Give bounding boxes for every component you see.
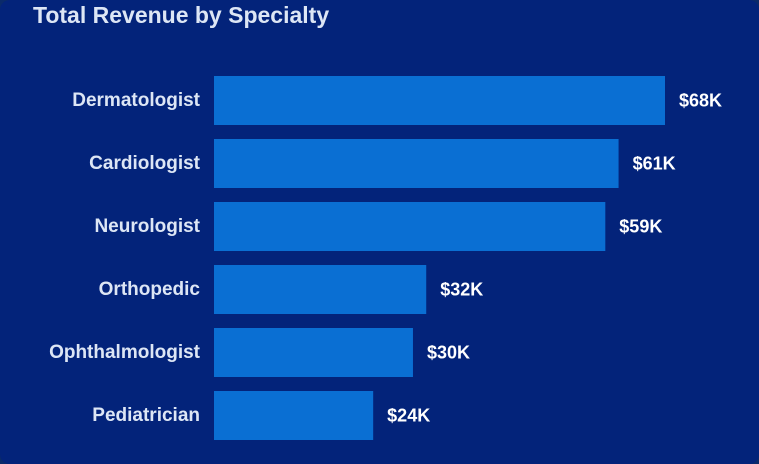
- category-label-cardiologist: Cardiologist: [89, 153, 201, 174]
- category-label-neurologist: Neurologist: [94, 216, 200, 237]
- bar-cardiologist[interactable]: [214, 139, 619, 188]
- data-label-ophthalmologist: $30K: [427, 343, 470, 363]
- bar-row-cardiologist: Cardiologist $61K: [89, 139, 676, 188]
- bar-orthopedic[interactable]: [214, 265, 427, 314]
- data-label-orthopedic: $32K: [440, 280, 483, 300]
- bar-row-pediatrician: Pediatrician $24K: [92, 391, 430, 440]
- category-label-pediatrician: Pediatrician: [92, 405, 200, 426]
- bar-neurologist[interactable]: [214, 202, 606, 251]
- chart-title: Total Revenue by Specialty: [33, 2, 330, 28]
- bar-row-dermatologist: Dermatologist $68K: [72, 76, 722, 125]
- category-label-ophthalmologist: Ophthalmologist: [49, 342, 201, 363]
- data-label-neurologist: $59K: [619, 217, 662, 237]
- bar-row-ophthalmologist: Ophthalmologist $30K: [49, 328, 470, 377]
- bar-ophthalmologist[interactable]: [214, 328, 413, 377]
- bar-dermatologist[interactable]: [214, 76, 665, 125]
- data-label-pediatrician: $24K: [387, 406, 430, 426]
- data-label-dermatologist: $68K: [679, 91, 722, 111]
- data-label-cardiologist: $61K: [633, 154, 676, 174]
- bar-row-neurologist: Neurologist $59K: [94, 202, 662, 251]
- bar-pediatrician[interactable]: [214, 391, 374, 440]
- bar-row-orthopedic: Orthopedic $32K: [99, 265, 483, 314]
- category-label-orthopedic: Orthopedic: [99, 279, 201, 300]
- category-label-dermatologist: Dermatologist: [72, 90, 200, 111]
